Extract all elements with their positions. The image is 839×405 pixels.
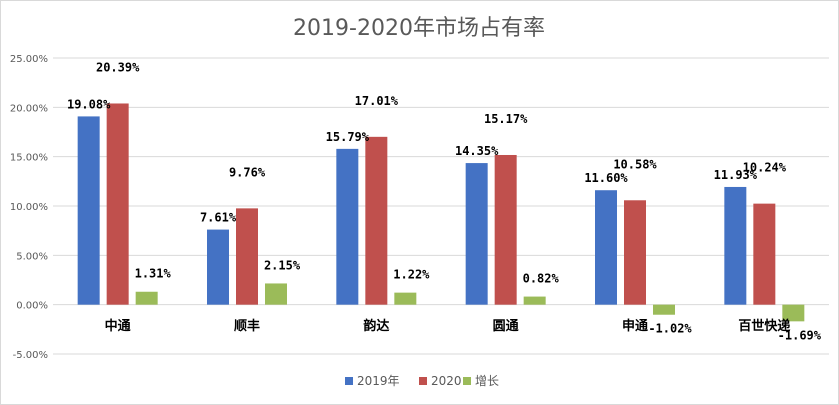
legend-label: 增长 xyxy=(475,374,499,388)
bar xyxy=(595,190,617,305)
data-label: 15.79% xyxy=(326,130,370,144)
bar xyxy=(465,163,488,305)
y-tick-label: 25.00% xyxy=(10,54,48,65)
y-tick-label: 20.00% xyxy=(10,103,48,114)
data-label: 1.31% xyxy=(135,267,172,281)
category-label: 申通 xyxy=(622,318,648,334)
bar xyxy=(106,103,129,305)
bar xyxy=(135,291,158,305)
bar xyxy=(782,304,805,322)
legend: 2019年 2020 增长 xyxy=(345,374,499,388)
category-label: 圆通 xyxy=(493,318,519,334)
bar xyxy=(77,116,100,305)
data-label: 19.08% xyxy=(67,97,111,111)
bar xyxy=(207,229,229,305)
data-label: 0.82% xyxy=(523,272,560,286)
data-label: 17.01% xyxy=(355,94,399,108)
bar xyxy=(336,148,359,305)
bars xyxy=(77,103,805,322)
bar xyxy=(236,208,258,305)
category-label: 百世快递 xyxy=(738,318,790,334)
y-tick-label: 0.00% xyxy=(16,301,48,312)
data-label: 1.22% xyxy=(393,268,430,282)
data-label: 2.15% xyxy=(264,258,301,272)
bar xyxy=(653,304,675,315)
data-label: 20.39% xyxy=(96,60,140,74)
legend-swatch xyxy=(419,377,427,385)
y-tick-label: -5.00% xyxy=(13,350,48,361)
data-label: -1.02% xyxy=(648,322,692,336)
chart-title: 2019-2020年市场占有率 xyxy=(293,16,545,41)
bar xyxy=(265,283,287,305)
data-label: -1.69% xyxy=(778,328,822,342)
category-labels: 中通 顺丰 韵达 圆通 申通 百世快递 xyxy=(105,318,791,334)
data-label: 9.76% xyxy=(229,165,266,179)
legend-swatch xyxy=(463,377,471,385)
y-tick-label: 5.00% xyxy=(16,251,48,262)
bar xyxy=(394,292,417,305)
category-label: 中通 xyxy=(105,318,131,334)
y-tick-label: 10.00% xyxy=(10,202,48,213)
category-label: 韵达 xyxy=(363,318,389,334)
legend-swatch xyxy=(345,377,353,385)
data-labels: 19.08% 20.39% 1.31% 7.61% 9.76% 2.15% 15.79% 17… xyxy=(67,60,822,342)
legend-label: 2020 xyxy=(431,374,462,388)
bar xyxy=(724,186,747,305)
data-label: 11.93% xyxy=(714,168,758,182)
data-label: 10.58% xyxy=(613,157,657,171)
bar xyxy=(624,200,646,305)
data-label: 11.60% xyxy=(584,171,628,185)
bar xyxy=(365,136,388,305)
data-label: 10.24% xyxy=(743,161,787,175)
legend-label: 2019年 xyxy=(357,374,400,388)
data-label: 7.61% xyxy=(200,211,237,225)
y-axis-ticks: 25.00% 20.00% 15.00% 10.00% 5.00% 0.00% -5.00% xyxy=(10,54,48,361)
bar xyxy=(494,154,517,305)
bar xyxy=(753,203,776,305)
category-label: 顺丰 xyxy=(234,318,260,334)
bar xyxy=(523,296,546,305)
data-label: 15.17% xyxy=(484,112,528,126)
grid-lines xyxy=(53,57,829,355)
y-tick-label: 15.00% xyxy=(10,153,48,164)
data-label: 14.35% xyxy=(455,144,499,158)
